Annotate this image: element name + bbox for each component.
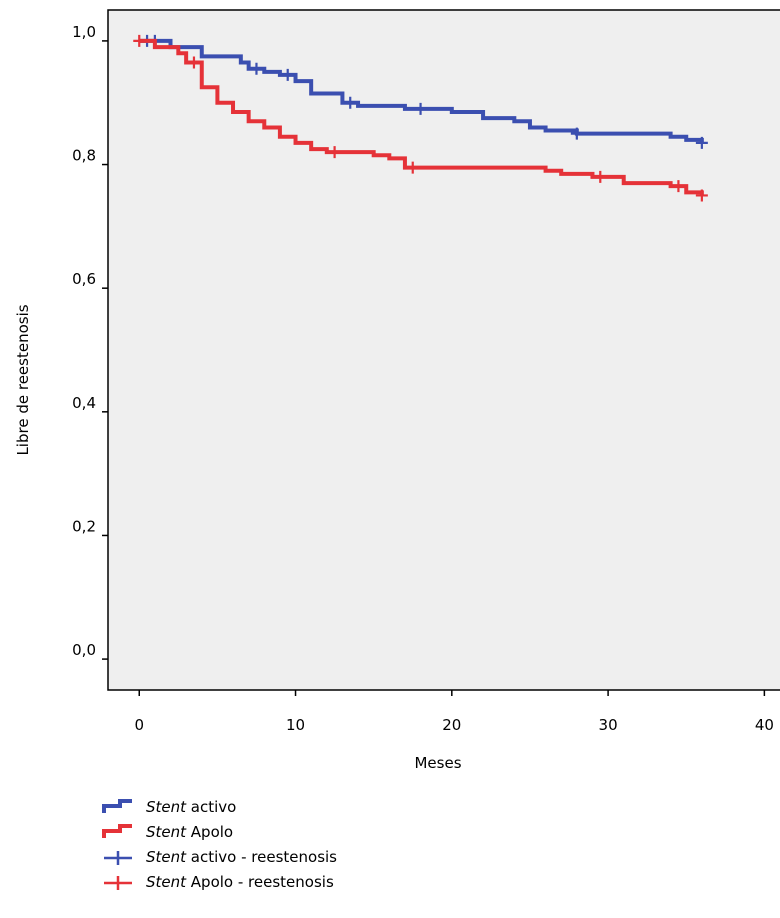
censor-mark bbox=[133, 34, 146, 47]
y-axis-title: Libre de reestenosis bbox=[14, 304, 32, 455]
censor-mark bbox=[414, 102, 427, 115]
legend-label: Stent Apolo bbox=[146, 822, 234, 841]
legend-cross-symbol-red bbox=[104, 875, 132, 890]
legend: Stent activo Stent Apolo Stent activo - … bbox=[100, 794, 337, 894]
censor-mark bbox=[672, 180, 685, 193]
legend-item-stent-apolo-reestenosis: Stent Apolo - reestenosis bbox=[100, 869, 337, 894]
legend-step-symbol-red bbox=[102, 823, 132, 838]
km-curve-stent-apolo bbox=[139, 38, 704, 196]
y-tick-label: 0,0 bbox=[72, 641, 96, 659]
y-tick-label: 0,6 bbox=[72, 270, 96, 288]
legend-item-stent-activo-reestenosis: Stent activo - reestenosis bbox=[100, 844, 337, 869]
legend-label: Stent activo bbox=[146, 797, 237, 816]
censor-mark bbox=[695, 136, 708, 149]
x-tick-label: 40 bbox=[755, 716, 774, 734]
censor-mark bbox=[328, 146, 341, 159]
x-tick-label: 30 bbox=[599, 716, 618, 734]
kaplan-meier-chart: 0 10 20 30 40 0,0 0,2 0,4 0,6 0,8 1,0 Meses Libre … bbox=[14, 9, 780, 772]
plot-area bbox=[107, 9, 780, 691]
legend-step-symbol-blue bbox=[102, 798, 132, 813]
y-tick-label: 0,2 bbox=[72, 517, 96, 535]
x-tick-label: 20 bbox=[442, 716, 461, 734]
censor-mark bbox=[281, 68, 294, 81]
x-tick-label: 10 bbox=[286, 716, 305, 734]
y-tick-label: 0,4 bbox=[72, 394, 96, 412]
legend-item-stent-activo: Stent activo bbox=[100, 794, 337, 819]
censor-mark bbox=[187, 56, 200, 69]
censor-mark bbox=[406, 161, 419, 174]
legend-cross-symbol-blue bbox=[104, 850, 132, 865]
censor-mark bbox=[570, 127, 583, 140]
y-tick-label: 1,0 bbox=[72, 23, 96, 41]
legend-item-stent-apolo: Stent Apolo bbox=[100, 819, 337, 844]
x-axis-title: Meses bbox=[414, 754, 461, 772]
axes: 0 10 20 30 40 0,0 0,2 0,4 0,6 0,8 1,0 bbox=[72, 23, 774, 734]
x-tick-label: 0 bbox=[134, 716, 144, 734]
censor-mark bbox=[344, 96, 357, 109]
censor-mark bbox=[695, 189, 708, 202]
series-layer bbox=[133, 34, 708, 202]
legend-label: Stent Apolo - reestenosis bbox=[146, 872, 334, 891]
censor-mark bbox=[250, 62, 263, 75]
y-tick-label: 0,8 bbox=[72, 147, 96, 165]
censor-mark bbox=[594, 170, 607, 183]
legend-label: Stent activo - reestenosis bbox=[146, 847, 337, 866]
